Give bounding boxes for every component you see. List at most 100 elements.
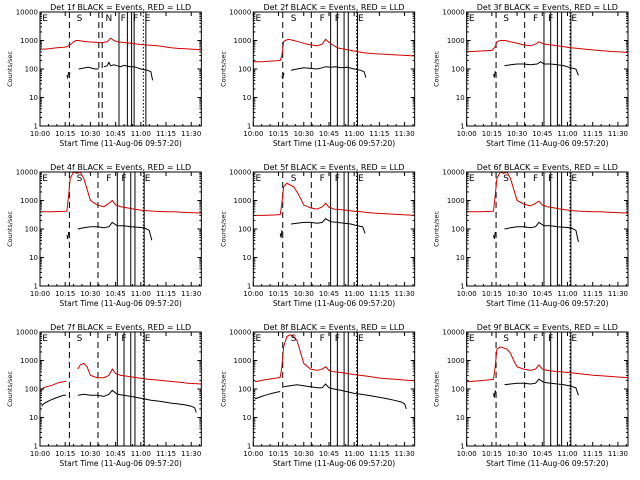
x-tick-label: 10:00 bbox=[30, 290, 50, 298]
plot-frame bbox=[466, 171, 629, 287]
x-tick-label: 10:15 bbox=[55, 290, 75, 298]
y-tick-label: 1 bbox=[247, 283, 251, 291]
x-tick-label: 10:45 bbox=[532, 290, 552, 298]
x-tick-label: 10:00 bbox=[30, 450, 50, 458]
phase-marker-label: E bbox=[571, 14, 577, 24]
lld-series-line bbox=[40, 37, 202, 51]
x-tick-label: 10:45 bbox=[532, 450, 552, 458]
y-tick-label: 1000 bbox=[234, 37, 252, 45]
phase-marker-label: F bbox=[335, 174, 340, 184]
y-tick-label: 10 bbox=[29, 414, 38, 422]
phase-marker-label: S bbox=[503, 334, 509, 344]
phase-marker-label: E bbox=[256, 14, 262, 24]
phase-marker-label: F bbox=[548, 174, 553, 184]
chart-title: Det 9f BLACK = Events, RED = LLD bbox=[477, 323, 618, 332]
events-series-line bbox=[493, 61, 579, 78]
plot-frame bbox=[39, 11, 202, 127]
phase-marker-label: F bbox=[121, 174, 126, 184]
y-tick-label: 10 bbox=[242, 254, 251, 262]
x-tick-label: 10:45 bbox=[106, 290, 126, 298]
y-tick-label: 10000 bbox=[16, 9, 38, 17]
phase-marker-label: F bbox=[335, 14, 340, 24]
y-axis-label: Counts/sec bbox=[219, 51, 227, 87]
x-tick-label: 10:30 bbox=[294, 130, 314, 138]
phase-marker-label: E bbox=[469, 334, 475, 344]
lld-series-line bbox=[466, 171, 629, 214]
x-axis-label: Start Time (11-Aug-06 09:57:20) bbox=[486, 459, 608, 468]
phase-marker-label: E bbox=[358, 174, 364, 184]
y-tick-label: 1 bbox=[247, 123, 251, 131]
y-tick-label: 100 bbox=[451, 226, 464, 234]
y-axis-label: Counts/sec bbox=[6, 211, 14, 247]
x-axis-label: Start Time (11-Aug-06 09:57:20) bbox=[59, 459, 181, 468]
x-tick-label: 11:00 bbox=[344, 450, 364, 458]
chart-title: Det 1f BLACK = Events, RED = LLD bbox=[50, 3, 191, 12]
y-tick-label: 1000 bbox=[234, 197, 252, 205]
phase-marker-label: F bbox=[548, 334, 553, 344]
x-tick-label: 11:30 bbox=[394, 130, 414, 138]
x-tick-label: 10:00 bbox=[457, 130, 477, 138]
phase-marker-label: E bbox=[256, 334, 262, 344]
y-tick-label: 1 bbox=[460, 123, 464, 131]
y-tick-label: 100 bbox=[238, 226, 251, 234]
phase-marker-label: E bbox=[571, 334, 577, 344]
phase-marker-label: E bbox=[358, 334, 364, 344]
x-tick-label: 10:30 bbox=[507, 130, 527, 138]
y-axis-label: Counts/sec bbox=[6, 371, 14, 407]
x-axis-label: Start Time (11-Aug-06 09:57:20) bbox=[273, 139, 395, 148]
phase-marker-label: S bbox=[291, 174, 297, 184]
x-tick-label: 10:45 bbox=[319, 130, 339, 138]
x-tick-label: 10:15 bbox=[55, 450, 75, 458]
x-tick-label: 10:15 bbox=[482, 450, 502, 458]
lld-series-line bbox=[253, 38, 415, 63]
events-series-line bbox=[281, 66, 367, 80]
y-tick-label: 100 bbox=[25, 66, 38, 74]
y-tick-label: 100 bbox=[25, 386, 38, 394]
phase-marker-label: F bbox=[106, 334, 111, 344]
phase-marker-label: E bbox=[358, 14, 364, 24]
y-tick-label: 1 bbox=[247, 443, 251, 451]
y-tick-label: 10000 bbox=[229, 329, 251, 337]
y-tick-label: 1 bbox=[460, 443, 464, 451]
y-tick-label: 100 bbox=[238, 386, 251, 394]
x-tick-label: 10:45 bbox=[319, 450, 339, 458]
events-series-line bbox=[41, 389, 197, 413]
x-tick-label: 11:00 bbox=[131, 130, 151, 138]
phase-marker-label: F bbox=[533, 174, 538, 184]
y-tick-label: 10 bbox=[29, 94, 38, 102]
lld-series-line bbox=[253, 182, 415, 216]
y-tick-label: 10 bbox=[29, 254, 38, 262]
y-tick-label: 1 bbox=[34, 123, 38, 131]
y-tick-label: 10000 bbox=[442, 169, 464, 177]
y-tick-label: 10000 bbox=[16, 329, 38, 337]
y-tick-label: 100 bbox=[25, 226, 38, 234]
y-tick-label: 1000 bbox=[447, 197, 465, 205]
x-tick-label: 11:00 bbox=[557, 450, 577, 458]
y-tick-label: 1000 bbox=[20, 37, 38, 45]
x-tick-label: 11:00 bbox=[557, 290, 577, 298]
phase-marker-label: S bbox=[503, 14, 509, 24]
x-axis-label: Start Time (11-Aug-06 09:57:20) bbox=[273, 299, 395, 308]
x-tick-label: 10:15 bbox=[268, 290, 288, 298]
chart-title: Det 8f BLACK = Events, RED = LLD bbox=[263, 323, 404, 332]
y-tick-label: 10000 bbox=[442, 329, 464, 337]
x-tick-label: 11:15 bbox=[156, 290, 176, 298]
x-tick-label: 10:15 bbox=[268, 450, 288, 458]
phase-marker-label: F bbox=[106, 174, 111, 184]
x-tick-label: 11:30 bbox=[181, 450, 201, 458]
phase-marker-label: F bbox=[335, 334, 340, 344]
phase-marker-label: S bbox=[77, 174, 83, 184]
phase-marker-label: S bbox=[291, 14, 297, 24]
events-series-line bbox=[493, 378, 579, 398]
chart-title: Det 3f BLACK = Events, RED = LLD bbox=[477, 3, 618, 12]
x-axis-label: Start Time (11-Aug-06 09:57:20) bbox=[486, 299, 608, 308]
x-tick-label: 11:15 bbox=[369, 130, 389, 138]
phase-marker-label: F bbox=[533, 14, 538, 24]
y-tick-label: 1000 bbox=[447, 37, 465, 45]
phase-marker-label: S bbox=[77, 14, 83, 24]
y-tick-label: 1000 bbox=[20, 357, 38, 365]
